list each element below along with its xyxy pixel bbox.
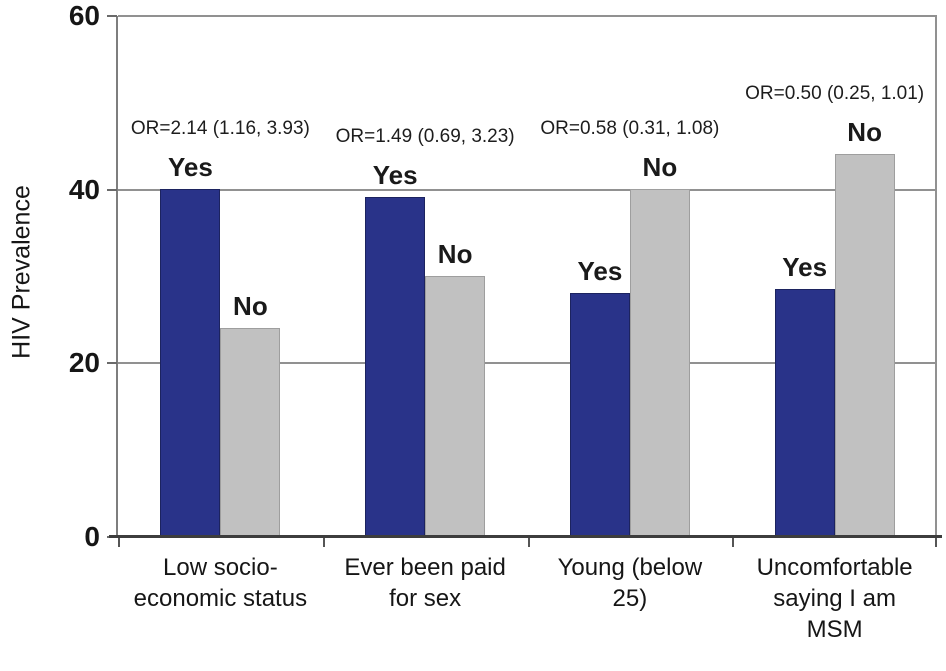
bar-label-yes-group-4: Yes <box>782 251 828 282</box>
category-label-line: Ever been paid <box>344 554 506 581</box>
category-label-line: MSM <box>806 616 863 643</box>
plot-right-border <box>935 16 937 537</box>
category-label-group-1: Low socio-economic status <box>118 552 323 645</box>
category-label-line: 25) <box>612 585 648 612</box>
y-tick-mark-40 <box>107 188 117 191</box>
x-tick-mark-3 <box>732 538 735 547</box>
plot-area: Yes No OR=2.14 (1.16, 3.93) Yes No OR=1.49 (0… <box>109 15 942 547</box>
or-annotation-group-3: OR=0.58 (0.31, 1.08) <box>540 117 720 139</box>
y-tick-mark-60 <box>107 15 117 17</box>
bar-label-no-group-3: No <box>642 151 678 182</box>
y-tick-mark-20 <box>107 362 117 365</box>
x-tick-mark-2 <box>527 538 530 547</box>
bar-yes-group-4 <box>774 288 835 537</box>
category-label-line: economic status <box>133 585 308 612</box>
bar-yes-group-3 <box>569 292 630 537</box>
bar-label-no-group-2: No <box>437 238 473 269</box>
x-axis-category-labels: Low socio-economic status Ever been paid f… <box>118 552 937 645</box>
y-tick-label-40: 40 <box>68 173 100 205</box>
bar-label-no-group-1: No <box>233 290 268 321</box>
bar-no-group-4 <box>834 153 895 537</box>
x-axis-line <box>109 535 942 538</box>
category-label-group-3: Young (below 25) <box>528 552 733 645</box>
or-annotation-group-4: OR=0.50 (0.25, 1.01) <box>745 82 925 104</box>
y-tick-label-20: 20 <box>68 347 100 379</box>
category-label-group-4: Uncomfortable saying I am MSM <box>732 552 937 645</box>
category-label-line: Low socio- <box>163 554 278 581</box>
gridline-40 <box>118 188 937 191</box>
x-tick-mark-4 <box>935 538 937 547</box>
gridline-60 <box>118 15 937 17</box>
bar-label-yes-group-3: Yes <box>577 255 623 286</box>
category-label-group-2: Ever been paid for sex <box>323 552 528 645</box>
y-tick-label-60: 60 <box>68 0 100 31</box>
bar-label-no-group-4: No <box>847 116 882 147</box>
x-tick-mark-1 <box>322 538 325 547</box>
y-axis-title: HIV Prevalence <box>7 185 36 359</box>
bar-label-yes-group-1: Yes <box>167 151 213 182</box>
or-annotation-group-2: OR=1.49 (0.69, 3.23) <box>335 126 515 148</box>
bar-no-group-1 <box>220 327 281 537</box>
bar-yes-group-2 <box>365 197 426 537</box>
bar-yes-group-1 <box>160 188 221 537</box>
bar-label-yes-group-2: Yes <box>372 160 418 191</box>
category-label-line: Uncomfortable <box>756 554 913 581</box>
category-label-line: Young (below <box>557 554 703 581</box>
or-annotation-group-1: OR=2.14 (1.16, 3.93) <box>130 117 310 139</box>
y-axis-line <box>116 16 118 537</box>
category-label-line: saying I am <box>773 585 896 612</box>
category-label-line: for sex <box>389 585 462 612</box>
gridline-20 <box>118 362 937 365</box>
bar-no-group-2 <box>425 275 486 537</box>
bar-no-group-3 <box>629 188 690 537</box>
x-tick-mark-0 <box>118 538 120 547</box>
y-tick-label-0: 0 <box>84 521 100 552</box>
